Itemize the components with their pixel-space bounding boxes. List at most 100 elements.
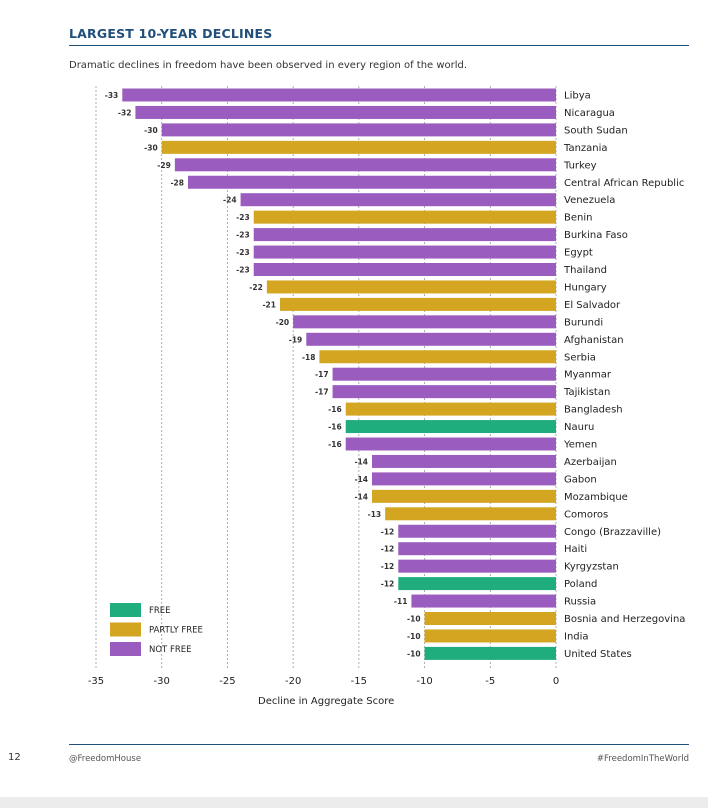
legend-swatch	[110, 603, 141, 617]
x-tick-label: -15	[351, 676, 367, 687]
category-label: Tajikistan	[563, 387, 610, 398]
bar	[293, 315, 556, 329]
bar-value-label: -12	[381, 580, 395, 589]
bar-value-label: -11	[394, 597, 408, 606]
bar-value-label: -10	[407, 632, 421, 641]
x-tick-label: -25	[219, 676, 235, 687]
category-label: Central African Republic	[564, 178, 684, 189]
bar	[398, 577, 556, 591]
bar-value-label: -20	[276, 318, 290, 327]
bar	[398, 524, 556, 538]
bar-value-label: -13	[368, 510, 382, 519]
x-tick-label: -30	[154, 676, 170, 687]
category-label: Egypt	[564, 248, 593, 259]
bar-value-label: -18	[302, 353, 316, 362]
bar-chart: -33 Libya -32 Nicaragua -30 South Sudan -30 Tan…	[88, 86, 685, 707]
bar-value-label: -23	[236, 231, 250, 240]
category-label: Azerbaijan	[564, 457, 617, 468]
category-label: Benin	[564, 213, 592, 224]
footer-hashtag: #FreedomInTheWorld	[596, 754, 689, 764]
chart-title: LARGEST 10-YEAR DECLINES	[69, 26, 273, 41]
bar-value-label: -23	[236, 213, 250, 222]
category-label: Poland	[564, 579, 597, 590]
bar	[188, 175, 556, 189]
bar-value-label: -12	[381, 527, 395, 536]
bar-value-label: -16	[328, 423, 342, 432]
category-label: South Sudan	[564, 125, 628, 136]
bar	[398, 559, 556, 573]
category-label: Burkina Faso	[564, 230, 628, 241]
bar	[122, 88, 557, 102]
bar-value-label: -14	[354, 457, 368, 466]
bar	[411, 594, 556, 608]
bar-value-label: -30	[144, 126, 158, 135]
bar	[240, 193, 557, 207]
bar	[161, 140, 556, 154]
viewer-bottom-bar	[0, 797, 708, 808]
bar	[306, 332, 556, 346]
bar	[332, 367, 556, 381]
bar	[424, 629, 556, 643]
category-label: Turkey	[563, 160, 597, 171]
category-label: Venezuela	[564, 195, 615, 206]
bar-value-label: -29	[157, 161, 171, 170]
category-label: Burundi	[564, 317, 603, 328]
category-label: Bangladesh	[564, 405, 623, 416]
category-label: Nicaragua	[564, 108, 615, 119]
bar	[332, 385, 556, 399]
bar	[135, 105, 556, 119]
legend-label: FREE	[149, 606, 171, 616]
bar-value-label: -12	[381, 545, 395, 554]
category-label: Tanzania	[563, 143, 608, 154]
bar	[280, 297, 556, 311]
category-label: Nauru	[564, 422, 594, 433]
category-label: Comoros	[564, 509, 608, 520]
category-label: Hungary	[564, 282, 607, 293]
bar	[424, 646, 556, 660]
bar	[345, 402, 556, 416]
category-label: Russia	[564, 597, 596, 608]
bar	[372, 472, 556, 486]
bar-value-label: -28	[170, 178, 184, 187]
footer-handle: @FreedomHouse	[69, 754, 142, 764]
category-label: Gabon	[564, 474, 597, 485]
bar-value-label: -10	[407, 615, 421, 624]
category-label: Kyrgyzstan	[564, 562, 619, 573]
page-number: 12	[8, 752, 21, 763]
category-label: Mozambique	[564, 492, 628, 503]
category-label: India	[564, 631, 589, 642]
bar-value-label: -14	[354, 492, 368, 501]
bar	[424, 612, 556, 625]
bar-value-label: -23	[236, 266, 250, 275]
bar-value-label: -30	[144, 143, 158, 152]
bar	[345, 437, 556, 451]
category-label: Bosnia and Herzegovina	[564, 614, 685, 625]
category-label: Libya	[564, 91, 591, 102]
category-label: United States	[564, 649, 632, 660]
legend-label: PARTLY FREE	[149, 626, 203, 636]
category-label: Congo (Brazzaville)	[564, 527, 661, 538]
bar	[161, 123, 556, 137]
bar-value-label: -23	[236, 248, 250, 257]
bar	[253, 228, 556, 242]
category-label: Yemen	[563, 440, 597, 451]
category-label: Haiti	[564, 544, 587, 555]
x-tick-label: -10	[416, 676, 432, 687]
legend-swatch	[110, 622, 141, 637]
bar-value-label: -14	[354, 475, 368, 484]
bar-value-label: -19	[289, 335, 303, 344]
chart-subtitle: Dramatic declines in freedom have been o…	[69, 60, 468, 71]
category-label: Serbia	[564, 352, 596, 363]
bar-value-label: -21	[262, 300, 276, 309]
bar-value-label: -22	[249, 283, 263, 292]
category-label: Afghanistan	[564, 335, 624, 346]
bar-value-label: -33	[105, 91, 119, 100]
legend-swatch	[110, 642, 141, 656]
x-tick-label: -35	[88, 676, 104, 687]
x-tick-label: 0	[553, 676, 559, 687]
bar-value-label: -17	[315, 370, 329, 379]
bar	[253, 245, 556, 259]
bar	[398, 542, 556, 556]
footer-divider	[69, 744, 689, 745]
x-tick-label: -20	[285, 676, 301, 687]
